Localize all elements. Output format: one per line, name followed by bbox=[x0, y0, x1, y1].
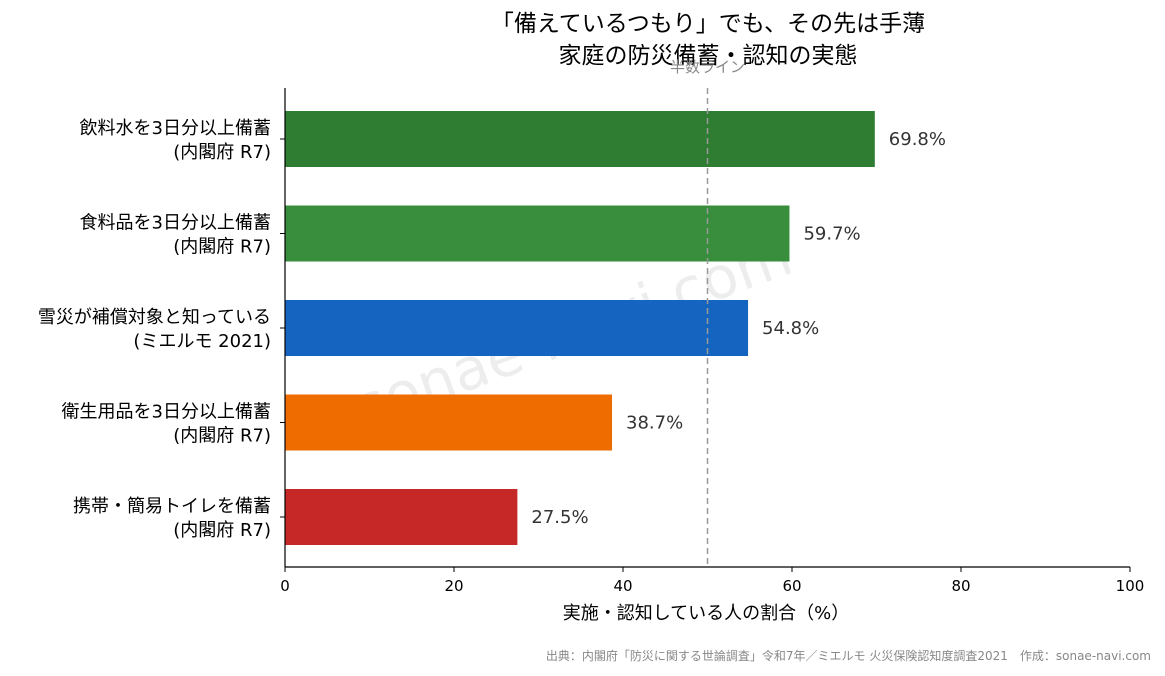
value-label-3: 54.8% bbox=[762, 318, 819, 339]
x-tick-label-60: 60 bbox=[782, 577, 801, 595]
value-label-1: 69.8% bbox=[889, 129, 946, 150]
category-label-4-line-1: 衛生用品を3日分以上備蓄 bbox=[62, 402, 271, 423]
x-tick-label-40: 40 bbox=[613, 577, 632, 595]
x-tick-label-0: 0 bbox=[280, 577, 290, 595]
category-label-5-line-2: (内閣府 R7) bbox=[173, 520, 271, 541]
category-label-3-line-1: 雪災が補償対象と知っている bbox=[38, 307, 271, 328]
bar-3 bbox=[285, 300, 749, 356]
x-axis-label: 実施・認知している人の割合（%） bbox=[563, 603, 850, 624]
x-tick-label-100: 100 bbox=[1116, 577, 1145, 595]
category-label-1-line-2: (内閣府 R7) bbox=[173, 142, 271, 163]
chart-title-line-2: 家庭の防災備蓄・認知の実態 bbox=[559, 43, 858, 69]
source-footer: 出典：内閣府「防災に関する世論調査」令和7年／ミエルモ 火災保険認知度調査202… bbox=[546, 648, 1151, 663]
value-label-4: 38.7% bbox=[626, 413, 683, 434]
category-label-4-line-2: (内閣府 R7) bbox=[173, 426, 271, 447]
category-label-5-line-1: 携帯・簡易トイレを備蓄 bbox=[73, 496, 271, 517]
x-tick-label-20: 20 bbox=[444, 577, 463, 595]
value-label-5: 27.5% bbox=[531, 507, 588, 528]
category-label-2-line-2: (内閣府 R7) bbox=[173, 237, 271, 258]
category-label-1-line-1: 飲料水を3日分以上備蓄 bbox=[80, 118, 271, 139]
reference-line-label: 半数ライン bbox=[670, 58, 745, 76]
chart-title-line-1: 「備えているつもり」でも、その先は手薄 bbox=[491, 11, 925, 37]
bar-4 bbox=[285, 394, 613, 451]
bar-5 bbox=[285, 489, 518, 545]
bar-2 bbox=[285, 205, 790, 262]
value-label-2: 59.7% bbox=[803, 224, 860, 245]
x-tick-label-80: 80 bbox=[951, 577, 970, 595]
category-label-2-line-1: 食料品を3日分以上備蓄 bbox=[80, 213, 271, 234]
bar-1 bbox=[285, 111, 875, 167]
category-label-3-line-2: (ミエルモ 2021) bbox=[133, 331, 271, 352]
